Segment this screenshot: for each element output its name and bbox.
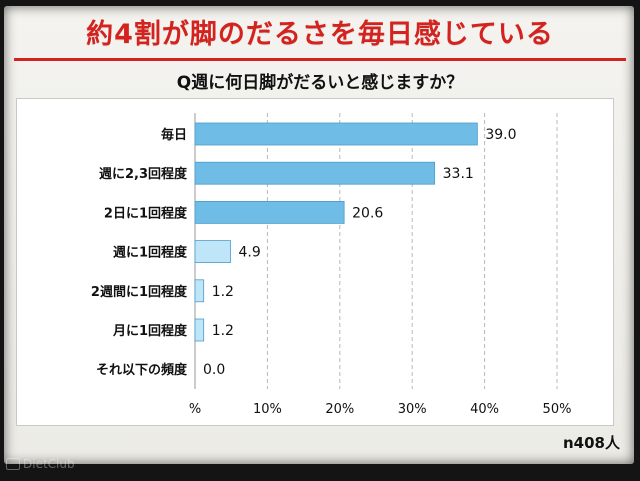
category-label: 週に2,3回程度 bbox=[99, 166, 188, 182]
bar bbox=[194, 240, 231, 264]
bar bbox=[194, 318, 205, 342]
x-tick-label: 50% bbox=[543, 402, 572, 417]
category-label: 2日に1回程度 bbox=[104, 205, 188, 221]
bar bbox=[194, 122, 478, 146]
x-tick-label: 20% bbox=[325, 402, 354, 417]
category-label: 毎日 bbox=[161, 127, 187, 143]
bar bbox=[194, 201, 345, 224]
watermark-text: DietClub bbox=[23, 457, 75, 471]
value-label: 20.6 bbox=[352, 205, 383, 221]
headline-underline bbox=[14, 58, 626, 61]
category-label: 月に1回程度 bbox=[112, 323, 188, 339]
chart-frame: 毎日 39.0 週に2,3回程度 33.1 2日に1回程度 20.6 週に1回程度 4.9 2週… bbox=[16, 98, 614, 426]
x-tick-label: 10% bbox=[253, 402, 282, 417]
slide-headline: 約4割が脚のだるさを毎日感じている bbox=[86, 19, 554, 50]
value-label: 39.0 bbox=[485, 127, 516, 143]
x-tick-label: 40% bbox=[470, 402, 499, 417]
value-label: 0.0 bbox=[203, 362, 225, 378]
watermark-logo-icon bbox=[6, 458, 20, 470]
category-label: 2週間に1回程度 bbox=[91, 284, 188, 300]
value-label: 1.2 bbox=[212, 323, 234, 339]
chart-title: Q週に何日脚がだるいと感じますか？ bbox=[176, 73, 464, 93]
value-label: 1.2 bbox=[212, 284, 234, 300]
bar bbox=[194, 279, 205, 303]
x-tick-label: % bbox=[189, 402, 201, 417]
bar-chart: 毎日 39.0 週に2,3回程度 33.1 2日に1回程度 20.6 週に1回程度 4.9 2週… bbox=[91, 113, 572, 417]
value-label: 4.9 bbox=[238, 245, 260, 261]
x-tick-label: 30% bbox=[398, 402, 427, 417]
watermark: DietClub bbox=[6, 457, 75, 471]
category-label: 週に1回程度 bbox=[113, 245, 188, 261]
value-label: 33.1 bbox=[443, 166, 474, 182]
bar bbox=[194, 161, 436, 185]
category-label: それ以下の頻度 bbox=[96, 362, 188, 378]
sample-size-label: n408人 bbox=[563, 434, 620, 452]
